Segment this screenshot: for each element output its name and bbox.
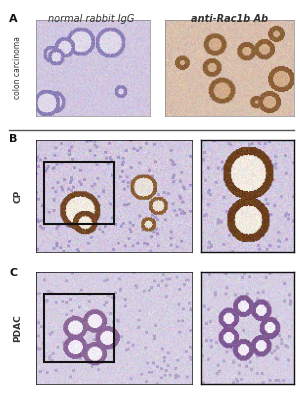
Text: anti-Rac1b Ab: anti-Rac1b Ab	[191, 14, 268, 24]
Text: normal rabbit IgG: normal rabbit IgG	[48, 14, 135, 24]
Text: C: C	[9, 268, 17, 278]
Bar	[44, 162, 114, 224]
Text: CP: CP	[14, 189, 22, 203]
Text: A: A	[9, 14, 18, 24]
Text: B: B	[9, 134, 17, 144]
Bar	[44, 294, 114, 362]
Text: PDAC: PDAC	[14, 314, 22, 342]
Text: colon carcinoma: colon carcinoma	[14, 36, 22, 100]
